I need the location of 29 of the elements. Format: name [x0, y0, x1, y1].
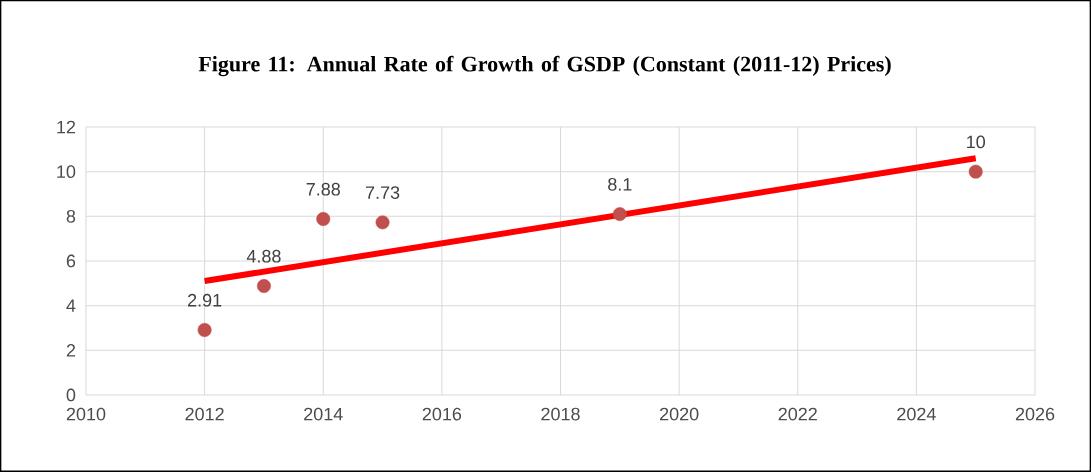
data-label: 7.73 [365, 186, 400, 199]
y-tick-label: 10 [57, 165, 76, 179]
point [197, 323, 212, 337]
point [612, 207, 627, 222]
point [256, 279, 271, 293]
data-label: 4.88 [246, 249, 281, 263]
y-tick-label: 4 [66, 299, 76, 312]
chart-title: Figure 11: Annual Rate of Growth of GSDP (Constant (2011-12) Prices) [198, 55, 891, 77]
x-tick-label: 2014 [304, 407, 343, 421]
y-tick-label: 8 [66, 209, 76, 223]
y-tick-label: 12 [57, 120, 76, 134]
point [375, 215, 390, 230]
x-tick-label: 2018 [541, 407, 580, 421]
data-label: 10 [967, 135, 986, 149]
y-tick-label: 2 [66, 344, 76, 357]
y-tick-label: 6 [66, 254, 76, 268]
x-tick-label: 2024 [897, 407, 936, 421]
x-tick-label: 2010 [66, 407, 106, 421]
point [316, 212, 331, 226]
data-label: 2.91 [188, 293, 222, 307]
data-label: 7.88 [306, 182, 340, 196]
data-label: 8.1 [608, 177, 632, 191]
x-tick-label: 2012 [185, 407, 224, 421]
x-tick-label: 2022 [778, 407, 817, 421]
x-tick-label: 2016 [422, 407, 462, 421]
x-tick-label: 2026 [1015, 407, 1055, 421]
y-tick-label: 0 [66, 388, 76, 402]
x-tick-label: 2020 [660, 407, 699, 421]
point [968, 164, 983, 179]
